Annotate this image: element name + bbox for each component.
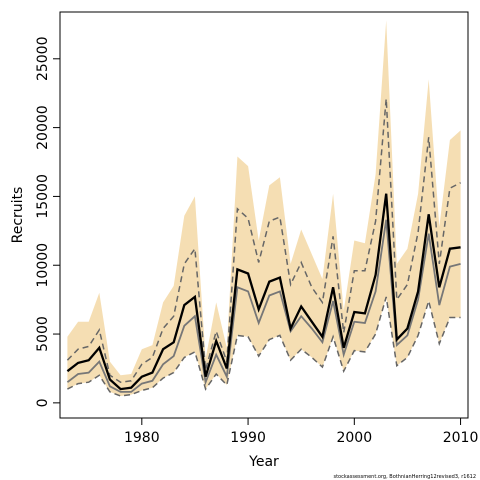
y-axis: 0 5000 10000 15000 20000 25000 [35, 37, 60, 407]
y-tick-label: 0 [35, 398, 51, 407]
footnote: stockassessment.org, BothnianHerring12re… [333, 474, 476, 480]
y-tick-label: 5000 [35, 316, 51, 352]
x-axis-title: Year [248, 454, 279, 470]
lower-dashed-line [67, 296, 461, 397]
y-tick-label: 20000 [35, 105, 51, 150]
plot-frame [59, 11, 469, 419]
x-tick-label: 1980 [124, 430, 160, 446]
y-tick-label: 10000 [35, 243, 51, 288]
x-tick-label: 2000 [336, 430, 372, 446]
y-tick-label: 25000 [35, 37, 51, 82]
upper-dashed-line [66, 98, 461, 383]
recruits-estimate-line [66, 193, 461, 391]
confidence-band [67, 20, 461, 397]
x-tick-label: 1990 [230, 430, 266, 446]
x-tick-label: 2010 [443, 430, 479, 446]
y-axis-title: Recruits [10, 187, 26, 244]
x-axis: 1980 1990 2000 2010 [124, 418, 478, 446]
y-tick-label: 15000 [35, 174, 51, 219]
plot-area [66, 20, 461, 397]
